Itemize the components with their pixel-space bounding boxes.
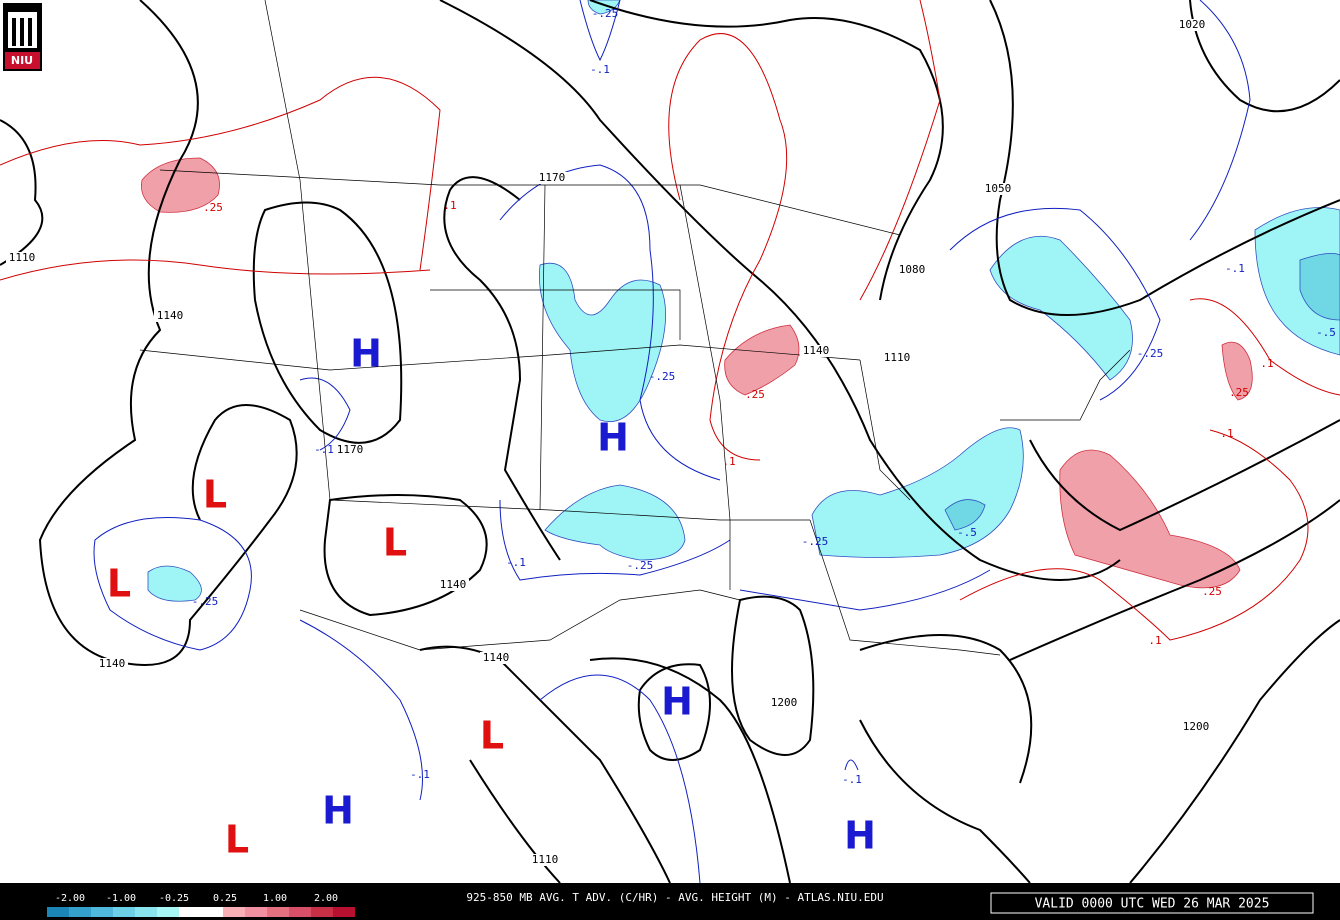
label-background (334, 444, 366, 456)
colorbar-swatch (47, 907, 69, 917)
colorbar-label: -0.25 (159, 893, 189, 904)
cold-advection-label: -.25 (592, 7, 619, 20)
colorbar-label: 2.00 (314, 893, 338, 904)
low-center: L (203, 473, 227, 517)
high-center: H (350, 332, 382, 376)
cold-advection-label: -.25 (649, 370, 676, 383)
height-label: 1110 (9, 251, 36, 264)
cold-advection-label: -.5 (957, 526, 977, 539)
colorbar-swatch (223, 907, 245, 917)
low-center: L (480, 714, 504, 758)
cold-advection-label: -.1 (410, 768, 430, 781)
colorbar-swatch (289, 907, 311, 917)
label-background (1176, 19, 1208, 31)
warm-advection-label: .25 (203, 201, 223, 214)
map-background (0, 0, 1340, 883)
label-background (529, 854, 561, 866)
cold-advection-label: -.1 (590, 63, 610, 76)
label-background (896, 264, 928, 276)
high-center: H (597, 416, 629, 460)
high-center: H (322, 789, 354, 833)
label-background (6, 252, 38, 264)
cold-advection-label: -.1 (842, 773, 862, 786)
label-background (881, 352, 913, 364)
labels: 1110 1140 1170 1020 1050 1080 1140 1110 1170 1140… (6, 7, 1336, 866)
colorbar-label: 0.25 (213, 893, 237, 904)
warm-advection-label: .25 (745, 388, 765, 401)
height-label: 1170 (337, 443, 364, 456)
height-contours (0, 0, 1340, 884)
valid-box (990, 892, 1314, 914)
label-background (437, 579, 469, 591)
cold-advection-label: -.25 (627, 559, 654, 572)
label-background (480, 652, 512, 664)
height-label: 1170 (539, 171, 566, 184)
colorbar: -2.00 -1.00 -0.25 0.25 1.00 2.00 (47, 893, 355, 917)
low-center: L (107, 562, 131, 606)
high-center: H (661, 680, 693, 724)
logo: NIU (3, 3, 42, 71)
colorbar-swatch (245, 907, 267, 917)
cold-advection-label: -.25 (1137, 347, 1164, 360)
height-label: 1140 (440, 578, 467, 591)
height-label: 1200 (1183, 720, 1210, 733)
logo-text: NIU (11, 54, 33, 67)
high-center: H (844, 814, 876, 858)
colorbar-swatch (157, 907, 179, 917)
label-background (982, 183, 1014, 195)
colorbar-swatch (91, 907, 113, 917)
height-label: 1080 (899, 263, 926, 276)
cold-advection-label: -.1 (1225, 262, 1245, 275)
height-label: 1110 (884, 351, 911, 364)
cold-advection-label: -.1 (506, 556, 526, 569)
warm-advection-label: .25 (1229, 386, 1249, 399)
valid-time: VALID 0000 UTC WED 26 MAR 2025 (1035, 897, 1270, 912)
height-label: 1140 (157, 309, 184, 322)
colorbar-swatch (179, 907, 201, 917)
footer: -2.00 -1.00 -0.25 0.25 1.00 2.00 925-850 MB A… (47, 891, 1314, 917)
colorbar-swatch (311, 907, 333, 917)
height-label: 1140 (803, 344, 830, 357)
cold-advection-label: -.1 (314, 443, 334, 456)
warm-advection-label: .1 (1260, 357, 1273, 370)
warm-advection-label: .1 (1220, 427, 1233, 440)
label-background (768, 697, 800, 709)
colorbar-label: -2.00 (55, 893, 85, 904)
warm-advection-label: .25 (1202, 585, 1222, 598)
advection-contours (0, 0, 1340, 884)
height-label: 1200 (771, 696, 798, 709)
low-center: L (225, 818, 249, 862)
label-background (96, 658, 128, 670)
height-label: 1050 (985, 182, 1012, 195)
height-label: 1140 (483, 651, 510, 664)
label-background (536, 172, 568, 184)
footer-title: 925-850 MB AVG. T ADV. (C/HR) - AVG. HEI… (466, 891, 883, 904)
warm-advection-label: .1 (722, 455, 735, 468)
colorbar-swatch (201, 907, 223, 917)
colorbar-swatch (113, 907, 135, 917)
label-background (800, 345, 832, 357)
low-center: L (383, 521, 407, 565)
height-label: 1020 (1179, 18, 1206, 31)
borders (139, 0, 1131, 656)
colorbar-swatch (267, 907, 289, 917)
colorbar-label: -1.00 (106, 893, 136, 904)
height-label: 1140 (99, 657, 126, 670)
label-background (154, 310, 186, 322)
label-background (1180, 721, 1212, 733)
colorbar-swatch (135, 907, 157, 917)
cold-advection-label: -.25 (802, 535, 829, 548)
warm-advection-label: .1 (1148, 634, 1161, 647)
height-label: 1110 (532, 853, 559, 866)
cold-advection-label: -.5 (1316, 326, 1336, 339)
colorbar-swatch (333, 907, 355, 917)
cold-advection-areas (147, 0, 1340, 602)
warm-advection-label: .1 (443, 199, 456, 212)
cold-advection-label: -.25 (192, 595, 219, 608)
colorbar-label: 1.00 (263, 893, 287, 904)
warm-advection-areas (141, 157, 1253, 589)
colorbar-swatch (69, 907, 91, 917)
